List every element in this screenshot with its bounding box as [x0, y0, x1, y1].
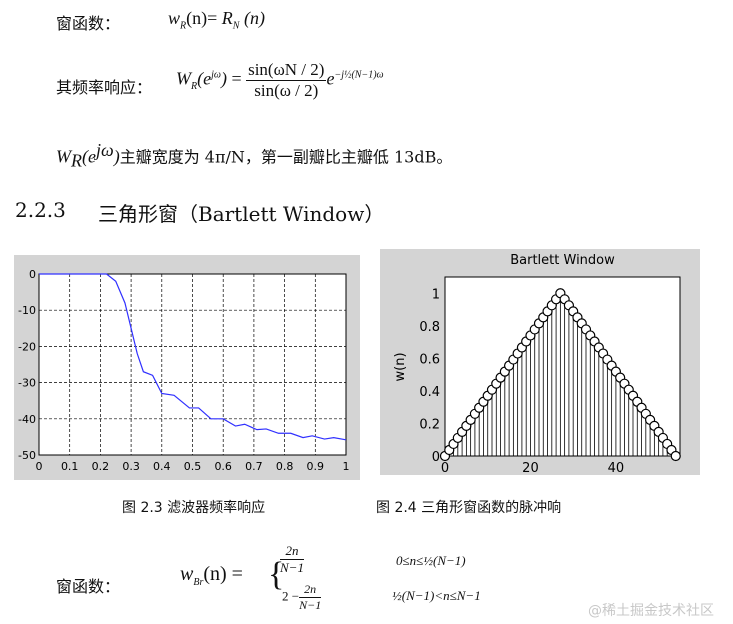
chart2-stem-marker	[670, 450, 681, 462]
figure-2-4-caption: 图 2.4 三角形窗函数的脉冲响	[376, 500, 562, 516]
formula2-exp-base: e	[326, 68, 335, 89]
formula2-denominator: sin(ω / 2)	[254, 81, 319, 100]
formula4-w: w	[180, 563, 194, 585]
line3-lhs: W	[56, 146, 71, 167]
chart1-response-curve	[39, 273, 347, 441]
chart2-plot-area	[444, 276, 681, 457]
chart2-ylabel: w(n)	[393, 352, 408, 381]
chart1-xtick: 0.8	[276, 460, 294, 473]
chart2-title: Bartlett Window	[510, 253, 615, 268]
formula2-fraction: sin(ωN / 2) sin(ω / 2)	[246, 60, 327, 101]
formula2-lhs-sub: R	[191, 81, 198, 93]
formula4-case2: 2 −2n N−1	[282, 582, 322, 613]
chart1-xtick: 0.1	[61, 460, 79, 473]
formula2-arg: (e	[197, 68, 212, 89]
line3-lhs-sub: R	[71, 150, 82, 171]
formula1: wR(n)= RN (n)	[168, 8, 265, 32]
chart2-ytick: 0.2	[419, 417, 440, 432]
case2-pre: 2 −	[282, 588, 300, 604]
chart2-ytick: 0.8	[419, 320, 440, 335]
formula1-lhs-sub: R	[180, 20, 187, 32]
figure-2-3-caption: 图 2.3 滤波器频率响应	[122, 500, 266, 516]
line3-arg-close: )	[113, 146, 120, 167]
chart1-xtick: 0.5	[184, 460, 202, 473]
formula4-arg: (n)	[203, 563, 227, 585]
case2-num: 2n	[299, 582, 322, 598]
formula2: WR(ejω) = sin(ωN / 2) sin(ω / 2) e−j½(N−1)…	[176, 60, 384, 101]
chart1-xtick: 0.3	[122, 460, 140, 473]
chart1-xtick: 0.4	[153, 460, 171, 473]
chart1-ytick: 0	[29, 268, 36, 281]
formula1-label: 窗函数：	[56, 14, 121, 33]
formula1-arg: (n)	[186, 8, 208, 28]
brace: {	[268, 556, 285, 593]
line3-text: 主瓣宽度为 4π/N，第一副瓣比主瓣低 13dB。	[119, 147, 453, 167]
section-title: 三角形窗（Bartlett Window）	[98, 202, 385, 226]
case1-num: 2n	[280, 543, 304, 560]
chart1-ytick: -20	[18, 340, 36, 353]
watermark: @稀土掘金技术社区	[588, 603, 714, 619]
line3-arg-sup: jω	[95, 140, 114, 160]
formula2-lhs: W	[176, 68, 191, 89]
formula4-label: 窗函数：	[56, 577, 121, 596]
formula1-rhs: R	[221, 8, 233, 28]
case2-den: N−1	[299, 598, 322, 612]
chart2-ytick: 0.4	[419, 385, 440, 400]
chart2-ytick: 0	[432, 450, 440, 465]
formula4-lhs: wBr(n) =	[180, 563, 243, 588]
formula2-eq: =	[231, 68, 242, 89]
chart1-ytick: -30	[18, 377, 36, 390]
chart2-ytick: 1	[432, 287, 440, 302]
line3-arg: (e	[82, 146, 96, 167]
case1-den: N−1	[280, 560, 304, 575]
formula1-rhs-arg: (n)	[243, 8, 265, 28]
chart2-xtick: 20	[522, 461, 539, 476]
chart1-xtick: 0.2	[92, 460, 110, 473]
formula1-eq: =	[207, 8, 218, 28]
chart2-xtick: 0	[441, 461, 449, 476]
formula4-eq: =	[231, 563, 243, 585]
chart1-ytick: -50	[18, 449, 36, 462]
section-number: 2.2.3	[15, 198, 66, 222]
formula2-numerator: sin(ωN / 2)	[246, 60, 327, 81]
formula2-exponent: −j½(N−1)ω	[334, 69, 384, 81]
formula2-arg-close: )	[220, 68, 227, 89]
chart1-xtick: 0.6	[214, 460, 232, 473]
chart1-xtick: 1	[343, 460, 350, 473]
case1-condition: 0≤n≤½(N−1)	[396, 553, 466, 568]
line3: WR(ejω)主瓣宽度为 4π/N，第一副瓣比主瓣低 13dB。	[56, 140, 452, 172]
formula2-label: 其频率响应：	[56, 78, 153, 97]
formula4-sub: Br	[193, 577, 204, 588]
formula4-case1: 2n N−1	[280, 543, 304, 576]
chart1-xtick: 0	[36, 460, 43, 473]
chart1-ytick: -40	[18, 413, 36, 426]
chart1-ytick: -10	[18, 304, 36, 317]
chart1-xtick: 0.9	[307, 460, 325, 473]
case2-condition: ½(N−1)<n≤N−1	[392, 588, 481, 603]
chart1-xtick: 0.7	[245, 460, 263, 473]
formula1-rhs-sub: N	[232, 20, 240, 32]
chart2-ytick: 0.6	[419, 352, 440, 367]
formula1-lhs: w	[168, 8, 181, 28]
chart2-xtick: 40	[608, 461, 625, 476]
formula2-arg-sup: jω	[211, 69, 221, 81]
